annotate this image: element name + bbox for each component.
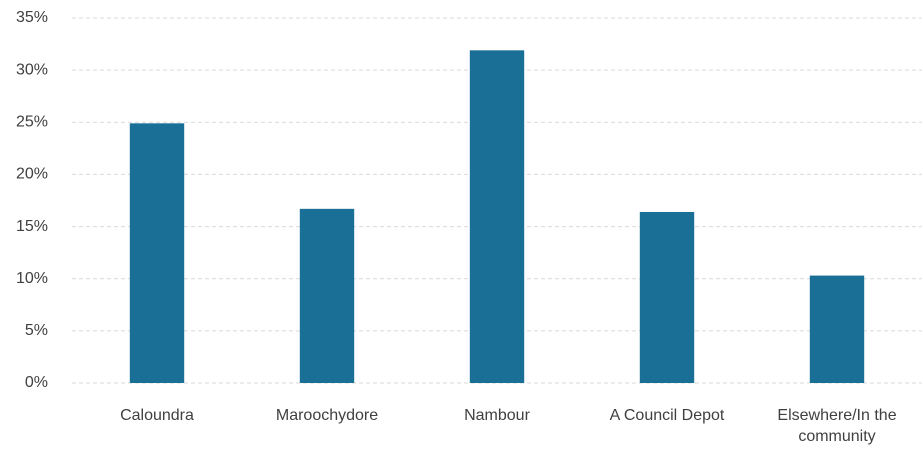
y-tick-label: 10%	[16, 270, 48, 287]
bar	[299, 208, 355, 383]
bar	[469, 50, 525, 383]
y-tick-label: 35%	[16, 9, 48, 26]
y-tick-label: 30%	[16, 61, 48, 78]
bar	[809, 275, 865, 383]
x-tick-label: A Council Depot	[609, 407, 725, 424]
x-tick-label: Nambour	[464, 407, 530, 424]
y-tick-label: 5%	[25, 322, 48, 339]
bar	[129, 123, 185, 383]
y-tick-label: 20%	[16, 166, 48, 183]
bar	[639, 211, 695, 383]
x-tick-label: Elsewhere/In the community	[777, 407, 897, 445]
x-tick-label: Caloundra	[120, 407, 194, 424]
y-tick-label: 0%	[25, 374, 48, 391]
x-tick-label: Maroochydore	[275, 407, 379, 424]
y-tick-label: 15%	[16, 218, 48, 235]
y-tick-label: 25%	[16, 114, 48, 131]
